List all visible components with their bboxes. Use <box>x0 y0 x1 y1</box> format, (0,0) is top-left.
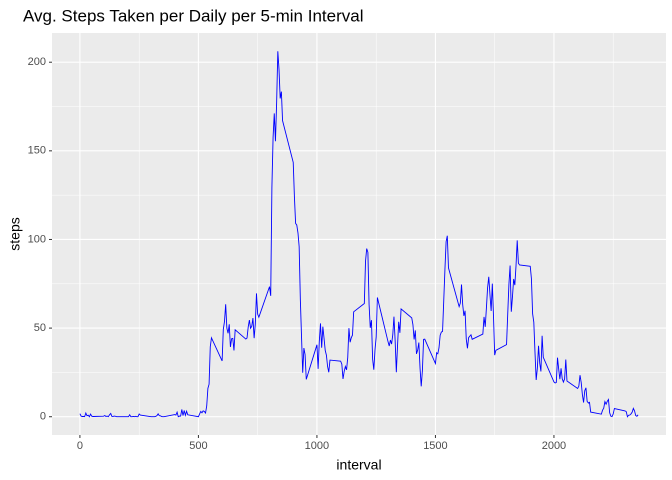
x-tick-label: 2000 <box>542 440 566 452</box>
x-tick-label: 1000 <box>305 440 329 452</box>
y-tick-label: 50 <box>34 322 46 334</box>
x-tick-label: 0 <box>77 440 83 452</box>
x-tick-label: 1500 <box>423 440 447 452</box>
data-line <box>79 51 639 418</box>
y-tick-label: 150 <box>28 145 46 157</box>
y-tick-label: 0 <box>40 411 46 423</box>
plot-panel <box>52 33 666 435</box>
y-tick-label: 100 <box>28 233 46 245</box>
chart-title: Avg. Steps Taken per Daily per 5-min Int… <box>23 6 363 25</box>
x-axis-title: interval <box>336 457 381 473</box>
y-tick-label: 200 <box>28 56 46 68</box>
x-tick-label: 500 <box>189 440 207 452</box>
y-axis-title: steps <box>7 217 23 250</box>
